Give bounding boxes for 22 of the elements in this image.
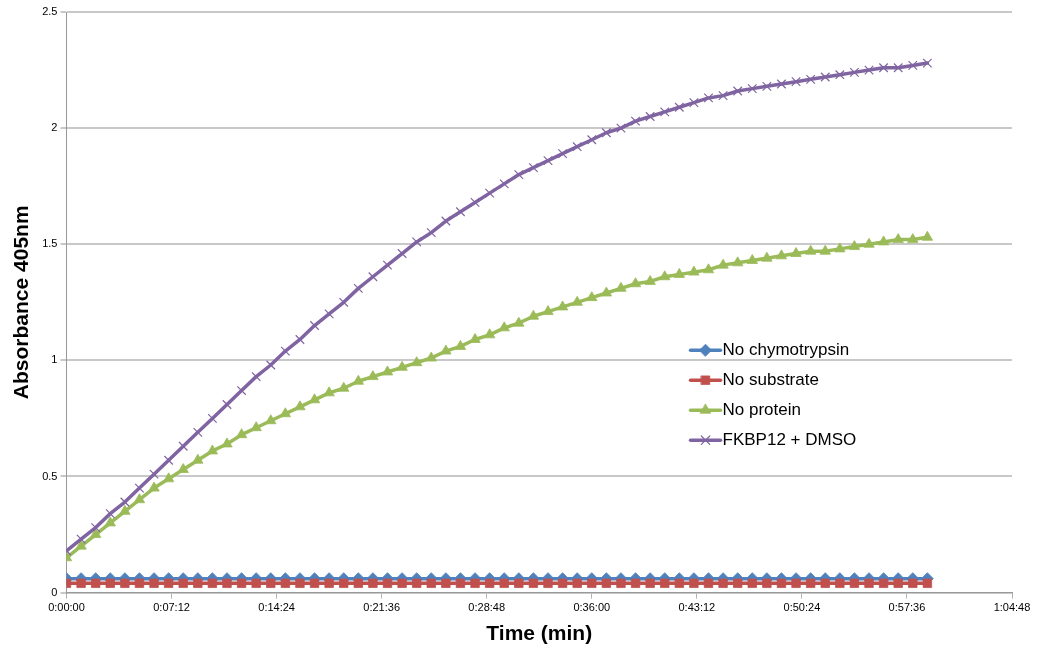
legend-label: FKBP12 + DMSO	[722, 429, 857, 449]
legend-label: No chymotrypsin	[722, 339, 850, 359]
x-tick-label: 0:36:00	[573, 601, 611, 614]
legend-label: No substrate	[722, 369, 819, 389]
x-tick-label: 0:57:36	[888, 601, 926, 614]
x-tick-label: 1:04:48	[993, 601, 1031, 614]
x-tick-label: 0:14:24	[258, 601, 295, 614]
x-tick-label: 0:00:00	[48, 601, 85, 614]
x-axis-title: Time (min)	[486, 621, 593, 645]
y-axis-title: Absorbance 405nm	[9, 205, 33, 400]
y-tick-label: 1	[51, 353, 58, 366]
y-tick-label: 2	[51, 121, 58, 134]
x-tick-label: 0:07:12	[153, 601, 190, 614]
y-tick-label: 0	[51, 585, 58, 598]
y-tick-label: 0.5	[42, 469, 58, 482]
y-tick-label: 2.5	[42, 5, 58, 18]
legend-label: No protein	[722, 399, 801, 419]
x-tick-label: 0:21:36	[363, 601, 401, 614]
x-tick-label: 0:43:12	[678, 601, 716, 614]
y-tick-label: 1.5	[42, 237, 58, 250]
x-tick-label: 0:28:48	[468, 601, 506, 614]
x-tick-label: 0:50:24	[783, 601, 821, 614]
